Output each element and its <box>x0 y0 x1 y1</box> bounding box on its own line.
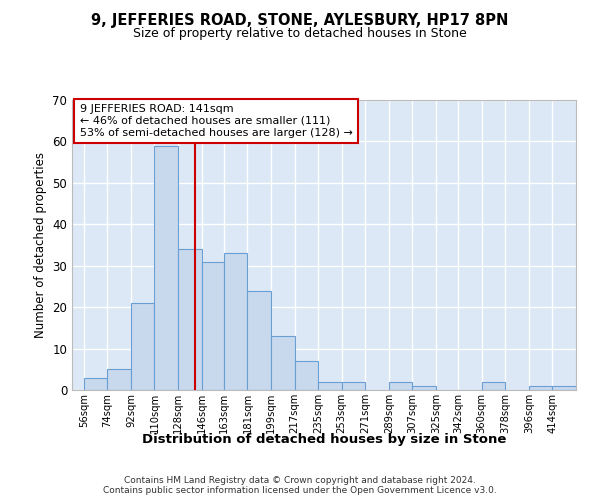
Bar <box>271 336 295 390</box>
Bar <box>529 386 553 390</box>
Bar <box>553 386 576 390</box>
Bar <box>389 382 412 390</box>
Text: 9 JEFFERIES ROAD: 141sqm
← 46% of detached houses are smaller (111)
53% of semi-: 9 JEFFERIES ROAD: 141sqm ← 46% of detach… <box>80 104 352 138</box>
Text: Contains HM Land Registry data © Crown copyright and database right 2024.
Contai: Contains HM Land Registry data © Crown c… <box>103 476 497 495</box>
Bar <box>224 254 247 390</box>
Bar <box>84 378 107 390</box>
Bar <box>318 382 341 390</box>
Bar <box>482 382 505 390</box>
Bar <box>154 146 178 390</box>
Bar <box>247 290 271 390</box>
Bar <box>341 382 365 390</box>
Bar <box>131 303 154 390</box>
Text: Distribution of detached houses by size in Stone: Distribution of detached houses by size … <box>142 432 506 446</box>
Text: 9, JEFFERIES ROAD, STONE, AYLESBURY, HP17 8PN: 9, JEFFERIES ROAD, STONE, AYLESBURY, HP1… <box>91 12 509 28</box>
Bar <box>202 262 224 390</box>
Bar <box>412 386 436 390</box>
Bar <box>295 361 318 390</box>
Bar <box>107 370 131 390</box>
Bar <box>178 249 202 390</box>
Y-axis label: Number of detached properties: Number of detached properties <box>34 152 47 338</box>
Text: Size of property relative to detached houses in Stone: Size of property relative to detached ho… <box>133 28 467 40</box>
